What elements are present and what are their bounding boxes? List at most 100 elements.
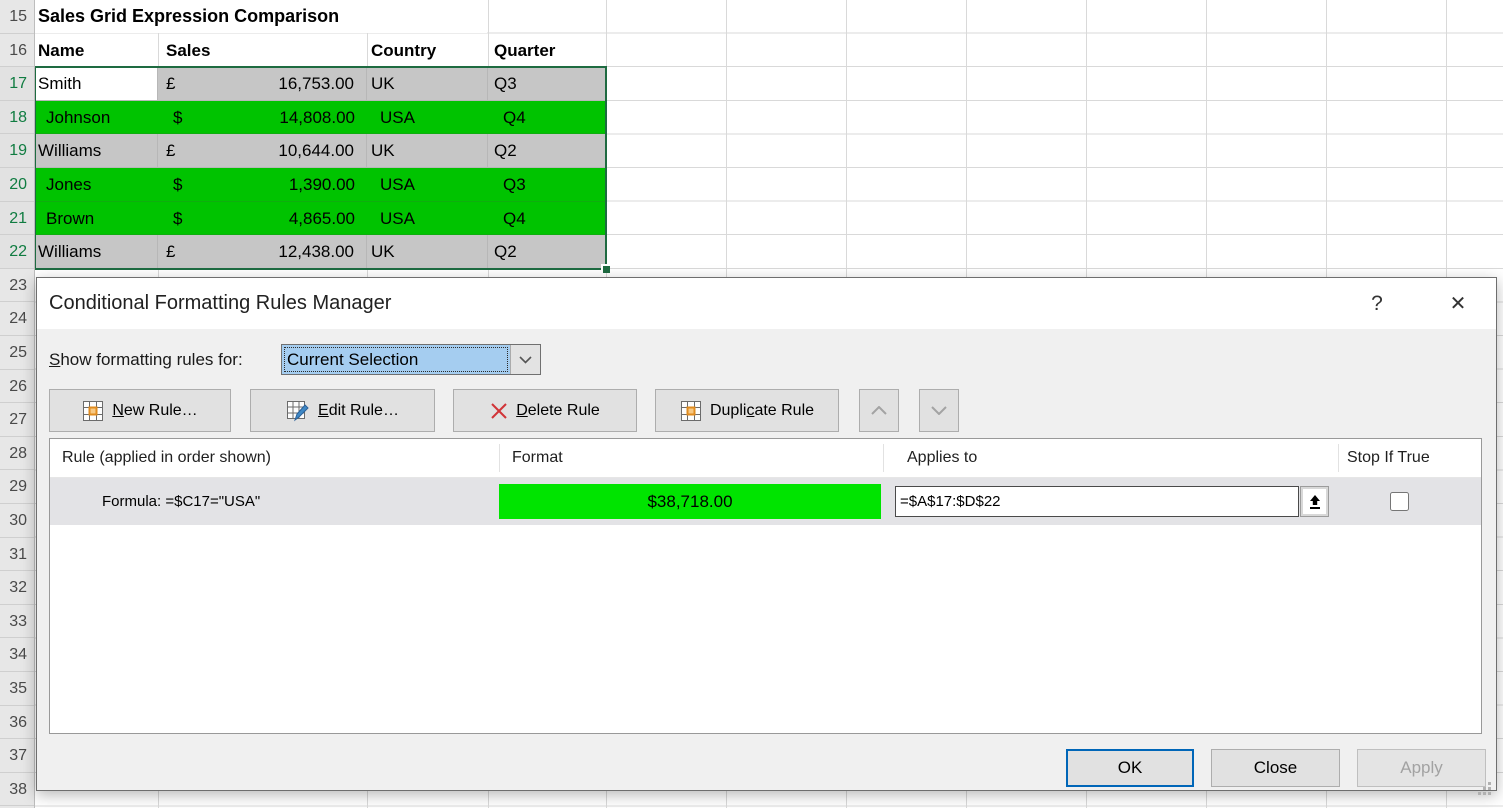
cell-name[interactable]: Williams [35,235,158,269]
row-header[interactable]: 33 [0,605,34,639]
cell-sales[interactable]: £12,438.00 [158,235,367,269]
cell-name[interactable]: Williams [35,134,158,168]
cell-sales[interactable]: $14,808.00 [158,100,367,135]
delete-rule-button[interactable]: Delete Rule [453,389,637,432]
cell-sales[interactable]: £10,644.00 [158,134,367,168]
edit-rule-label: Edit Rule… [318,401,399,419]
row-header[interactable]: 24 [0,302,34,336]
row-header[interactable]: 25 [0,336,34,370]
currency-symbol: £ [166,141,176,161]
cell-quarter[interactable]: Q2 [488,134,606,168]
row-header[interactable]: 26 [0,370,34,404]
row-header[interactable]: 35 [0,672,34,706]
header-separator [883,444,884,472]
cell-sales[interactable]: £16,753.00 [158,67,367,101]
table-row: Jones $1,390.00 USA Q3 [35,168,606,202]
rules-list: Rule (applied in order shown) Format App… [49,438,1482,734]
row-header[interactable]: 38 [0,773,34,807]
cell-name[interactable]: Jones [35,168,158,202]
row-header[interactable]: 36 [0,706,34,740]
row-header[interactable]: 30 [0,504,34,538]
show-rules-dropdown[interactable]: Current Selection [281,344,541,375]
cell-quarter[interactable]: Q2 [488,235,606,269]
cell-quarter[interactable]: Q3 [488,168,606,202]
cell-country[interactable]: USA [367,201,488,236]
row-header[interactable]: 34 [0,638,34,672]
fill-handle[interactable] [601,264,610,273]
row-header[interactable]: 21 [0,201,34,236]
show-rules-label-rest: how formatting rules for: [60,350,243,369]
up-chevron-icon [871,406,887,415]
table-row: Johnson $14,808.00 USA Q4 [35,100,606,135]
cell-country[interactable]: UK [367,67,488,101]
duplicate-rule-label: Duplicate Rule [709,401,815,419]
rule-format-preview: $38,718.00 [499,484,881,519]
cell-name[interactable]: Brown [35,201,158,236]
close-icon[interactable]: ✕ [1449,293,1467,315]
cell-name[interactable]: Johnson [35,100,158,135]
header-sales[interactable]: Sales [158,34,367,68]
row-header[interactable]: 37 [0,739,34,773]
show-rules-label-accel: S [49,350,61,369]
row-header[interactable]: 16 [0,34,34,68]
cell-sales[interactable]: $1,390.00 [158,168,367,202]
row-header[interactable]: 19 [0,134,34,168]
collapse-dialog-icon[interactable] [1300,486,1329,517]
applies-to-input[interactable] [895,486,1299,517]
row-header[interactable]: 18 [0,100,34,135]
cell-quarter[interactable]: Q4 [488,201,606,236]
grid-icon [83,400,104,421]
row-header-column: 15 16 17 18 19 20 21 22 23 24 25 26 27 2… [0,0,35,808]
sheet-title-cell[interactable]: Sales Grid Expression Comparison [35,0,487,33]
row-header[interactable]: 28 [0,437,34,471]
dialog-title: Conditional Formatting Rules Manager [49,292,392,314]
table-row: Williams £12,438.00 UK Q2 [35,235,606,269]
header-name[interactable]: Name [38,40,85,60]
row-header[interactable]: 31 [0,538,34,572]
close-button[interactable]: Close [1211,749,1340,787]
cell-country[interactable]: USA [367,168,488,202]
header-quarter[interactable]: Quarter [494,40,556,60]
show-rules-dropdown-value: Current Selection [282,345,510,374]
header-country[interactable]: Country [371,40,437,60]
header-divider [50,477,1481,478]
move-rule-up-button[interactable] [859,389,899,432]
conditional-formatting-rules-manager-dialog: Conditional Formatting Rules Manager ? ✕… [36,277,1497,791]
row-header[interactable]: 23 [0,269,34,303]
ok-button[interactable]: OK [1066,749,1194,787]
amount: 1,390.00 [288,175,355,194]
resize-grip[interactable] [1488,782,1491,785]
stop-if-true-checkbox[interactable] [1390,492,1409,511]
edit-rule-button[interactable]: Edit Rule… [250,389,435,432]
amount: 4,865.00 [288,208,355,228]
row-header[interactable]: 17 [0,67,34,101]
table-row: Smith £16,753.00 UK Q3 [35,67,606,101]
currency-symbol: $ [173,107,183,127]
dropdown-chevron-icon[interactable] [510,345,540,374]
header-separator [1338,444,1339,472]
cell-name[interactable]: Smith [35,67,158,101]
cell-sales[interactable]: $4,865.00 [158,201,367,236]
row-header[interactable]: 27 [0,403,34,437]
duplicate-rule-button[interactable]: Duplicate Rule [655,389,839,432]
header-sales-label: Sales [166,40,211,60]
row-header[interactable]: 22 [0,235,34,269]
cell-country[interactable]: UK [367,235,488,269]
move-rule-down-button[interactable] [919,389,959,432]
dialog-titlebar: Conditional Formatting Rules Manager ? ✕ [37,278,1496,329]
currency-symbol: $ [173,175,183,194]
cell-quarter[interactable]: Q4 [488,100,606,135]
new-rule-button[interactable]: New Rule… [49,389,231,432]
row-header[interactable]: 29 [0,470,34,504]
row-header[interactable]: 32 [0,571,34,605]
row-header[interactable]: 20 [0,168,34,202]
rule-list-item[interactable]: Formula: =$C17="USA" $38,718.00 [50,478,1481,525]
cell-country[interactable]: UK [367,134,488,168]
cell-country[interactable]: USA [367,100,488,135]
help-icon[interactable]: ? [1371,292,1383,315]
cell-quarter[interactable]: Q3 [488,67,606,101]
grid-icon [680,400,701,421]
row-header[interactable]: 15 [0,0,34,34]
edit-pencil-icon [287,400,309,421]
